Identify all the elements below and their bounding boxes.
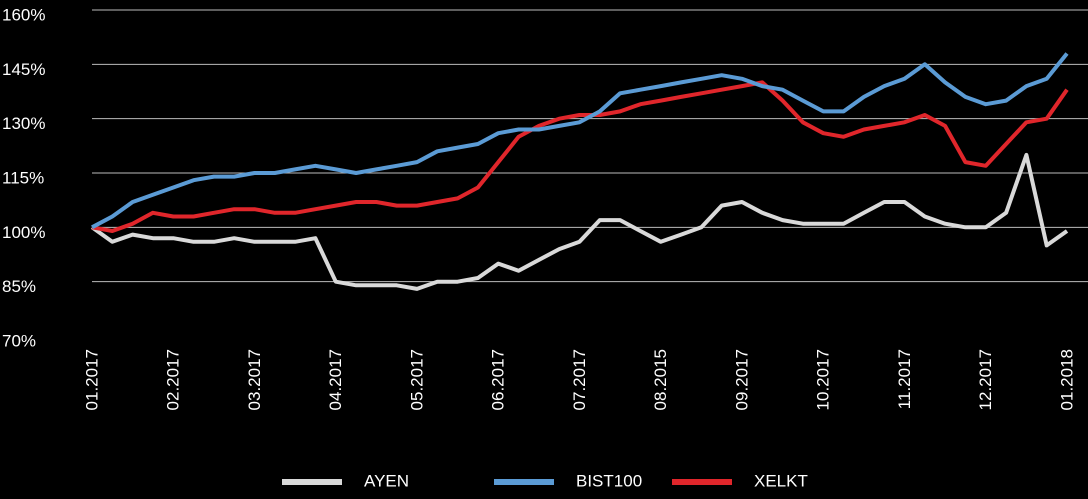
x-tick-label: 09.2017 <box>732 349 751 410</box>
y-tick-label: 145% <box>2 60 45 79</box>
x-tick-label: 08.2015 <box>651 349 670 410</box>
legend-label: XELKT <box>754 471 808 490</box>
x-tick-label: 05.2017 <box>407 349 426 410</box>
x-tick-label: 01.2017 <box>82 349 101 410</box>
x-tick-label: 04.2017 <box>326 349 345 410</box>
x-tick-label: 01.2018 <box>1057 349 1076 410</box>
y-tick-label: 115% <box>2 168 44 187</box>
y-tick-label: 100% <box>2 223 45 242</box>
series-line <box>91 80 1069 233</box>
series-line <box>91 52 1069 230</box>
series-line <box>90 152 1069 291</box>
x-tick-label: 07.2017 <box>570 349 589 410</box>
x-tick-label: 02.2017 <box>164 349 183 410</box>
y-tick-label: 85% <box>2 277 36 296</box>
legend-label: AYEN <box>364 471 409 490</box>
legend-label: BIST100 <box>576 471 642 490</box>
x-tick-label: 03.2017 <box>245 349 264 410</box>
x-tick-label: 11.2017 <box>895 349 914 409</box>
x-tick-label: 10.2017 <box>814 349 833 410</box>
y-tick-label: 160% <box>2 5 45 24</box>
y-tick-label: 70% <box>2 331 36 350</box>
x-tick-label: 12.2017 <box>976 349 995 410</box>
y-tick-label: 130% <box>2 114 45 133</box>
x-tick-label: 06.2017 <box>489 349 508 410</box>
